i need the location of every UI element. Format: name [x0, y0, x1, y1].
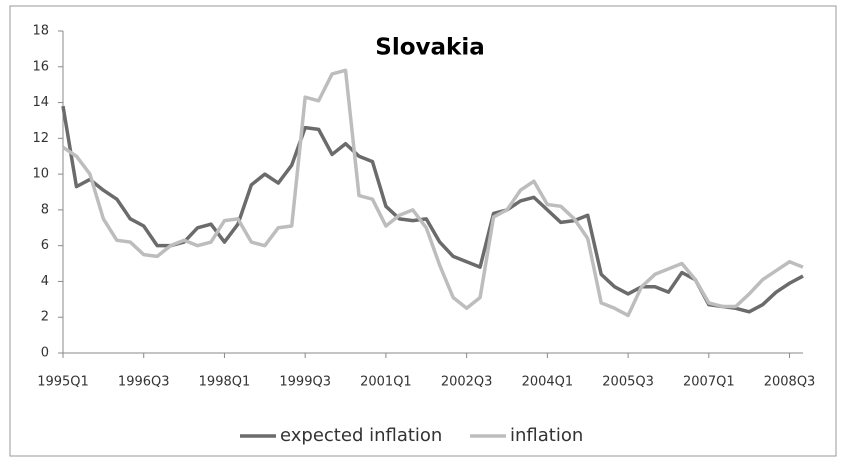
y-tick-label: 4: [41, 274, 49, 289]
x-tick-label: 2004Q1: [522, 375, 574, 390]
x-tick-label: 1998Q1: [199, 375, 251, 390]
legend-label: inflation: [510, 425, 583, 446]
x-tick-label: 1999Q3: [279, 375, 331, 390]
x-tick-label: 1996Q3: [118, 375, 170, 390]
x-tick-label: 2002Q3: [441, 375, 493, 390]
y-tick-label: 8: [41, 202, 49, 217]
y-tick-label: 0: [41, 346, 49, 361]
series-line: [62, 68, 804, 318]
x-tick-label: 2008Q3: [764, 375, 816, 390]
x-tick-label: 2005Q3: [602, 375, 654, 390]
x-tick-label: 1995Q1: [37, 375, 89, 390]
y-tick-label: 6: [41, 238, 49, 253]
x-tick-label: 2001Q1: [360, 375, 412, 390]
x-tick-label: 2007Q1: [683, 375, 735, 390]
chart-title: Slovakia: [375, 35, 484, 61]
y-tick-label: 10: [32, 167, 49, 182]
y-tick-label: 12: [32, 131, 49, 146]
legend-label: expected inflation: [280, 425, 442, 446]
y-tick-label: 14: [32, 95, 49, 110]
y-tick-label: 18: [32, 24, 49, 39]
y-tick-label: 16: [32, 59, 49, 74]
y-tick-label: 2: [41, 310, 49, 325]
